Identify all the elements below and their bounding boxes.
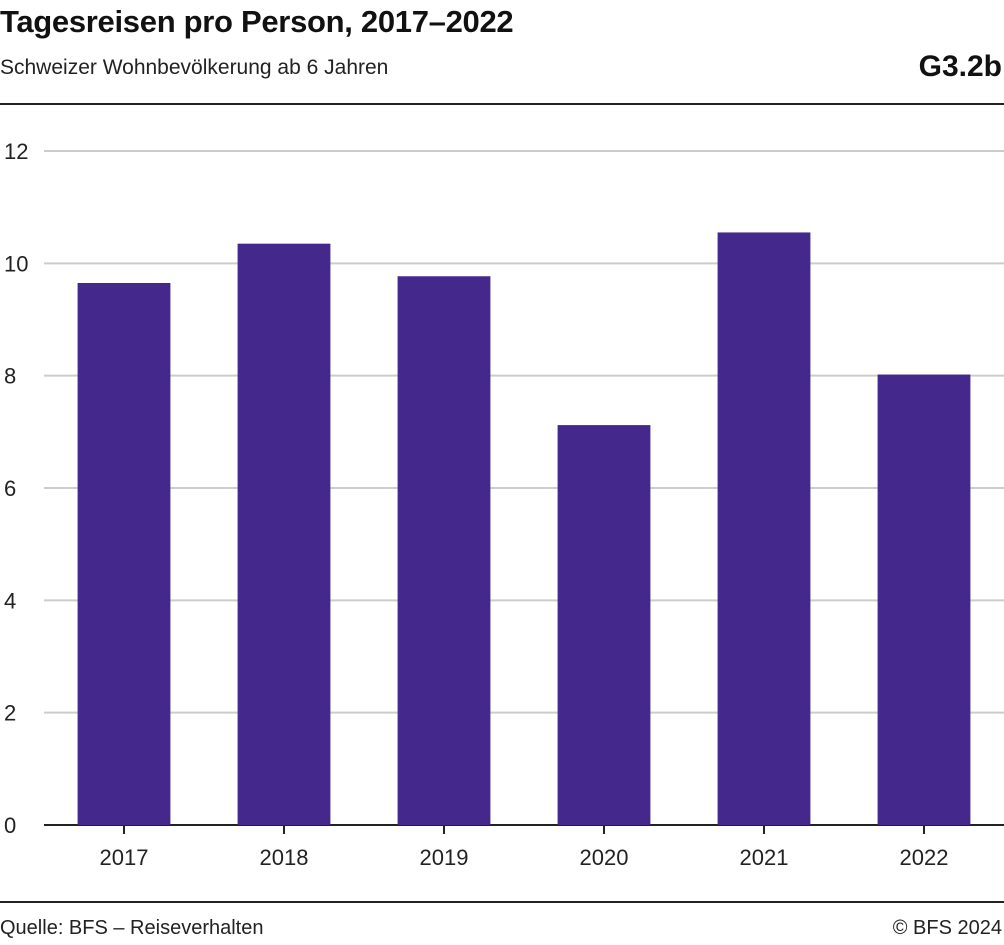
y-axis-ticks: 0 2 4 6 8 10 12 [4,139,28,838]
y-tick-label: 8 [4,364,16,389]
x-tick-label: 2021 [740,845,789,870]
x-axis-ticks: 2017 2018 2019 2020 2021 2022 [100,825,949,870]
y-tick-label: 6 [4,476,16,501]
gridlines [44,150,1004,826]
bar-2018 [237,243,331,826]
bar-2022 [877,374,971,825]
y-tick-label: 12 [4,139,28,164]
chart-title: Tagesreisen pro Person, 2017–2022 [0,4,514,39]
bottom-divider [0,901,1004,903]
top-divider [0,103,1004,105]
bar-chart: 0 2 4 6 8 10 12 2017 2018 2019 2020 2021 2022 [4,139,1004,870]
bar-2020 [557,425,651,825]
figure-id: G3.2b [918,50,1002,83]
bar-2021 [717,232,811,826]
y-tick-label: 4 [4,588,16,613]
x-tick-label: 2018 [260,845,309,870]
y-tick-label: 0 [4,813,16,838]
bar-2019 [397,276,491,825]
x-tick-label: 2022 [900,845,949,870]
copyright-note: © BFS 2024 [892,917,1002,939]
y-tick-label: 2 [4,701,16,726]
x-tick-label: 2020 [580,845,629,870]
x-tick-label: 2017 [100,845,149,870]
bar-2017 [77,282,171,825]
y-tick-label: 10 [4,251,28,276]
x-tick-label: 2019 [420,845,469,870]
bars [77,232,971,826]
chart-subtitle: Schweizer Wohnbevölkerung ab 6 Jahren [0,56,389,79]
source-note: Quelle: BFS – Reiseverhalten [0,917,264,939]
